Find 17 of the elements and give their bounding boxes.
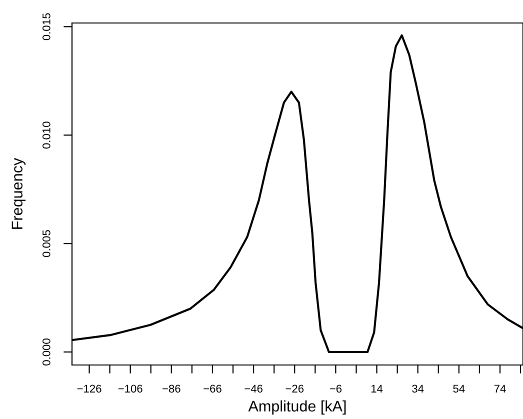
x-tick-label: −66 [204, 384, 222, 393]
x-tick-label: 54 [453, 384, 465, 393]
x-tick-label: −106 [118, 384, 142, 393]
x-tick-label: 14 [371, 384, 383, 392]
x-tick-label: −86 [162, 384, 180, 393]
x-tick-label: −26 [286, 384, 304, 393]
x-tick-label: −126 [77, 384, 102, 393]
x-tick-label: −6 [330, 384, 342, 393]
y-tick-label: 0.005 [42, 230, 50, 258]
y-tick-label: 0.010 [42, 122, 50, 149]
y-tick-label: 0.015 [42, 13, 50, 40]
x-tick-label: 74 [494, 384, 506, 392]
y-tick-label: 0.000 [42, 338, 50, 366]
x-axis-title: Amplitude [kA] [248, 400, 346, 415]
y-axis-title: Frequency [12, 158, 26, 229]
x-tick-label: −46 [244, 384, 262, 393]
x-tick-label: 34 [412, 384, 424, 393]
